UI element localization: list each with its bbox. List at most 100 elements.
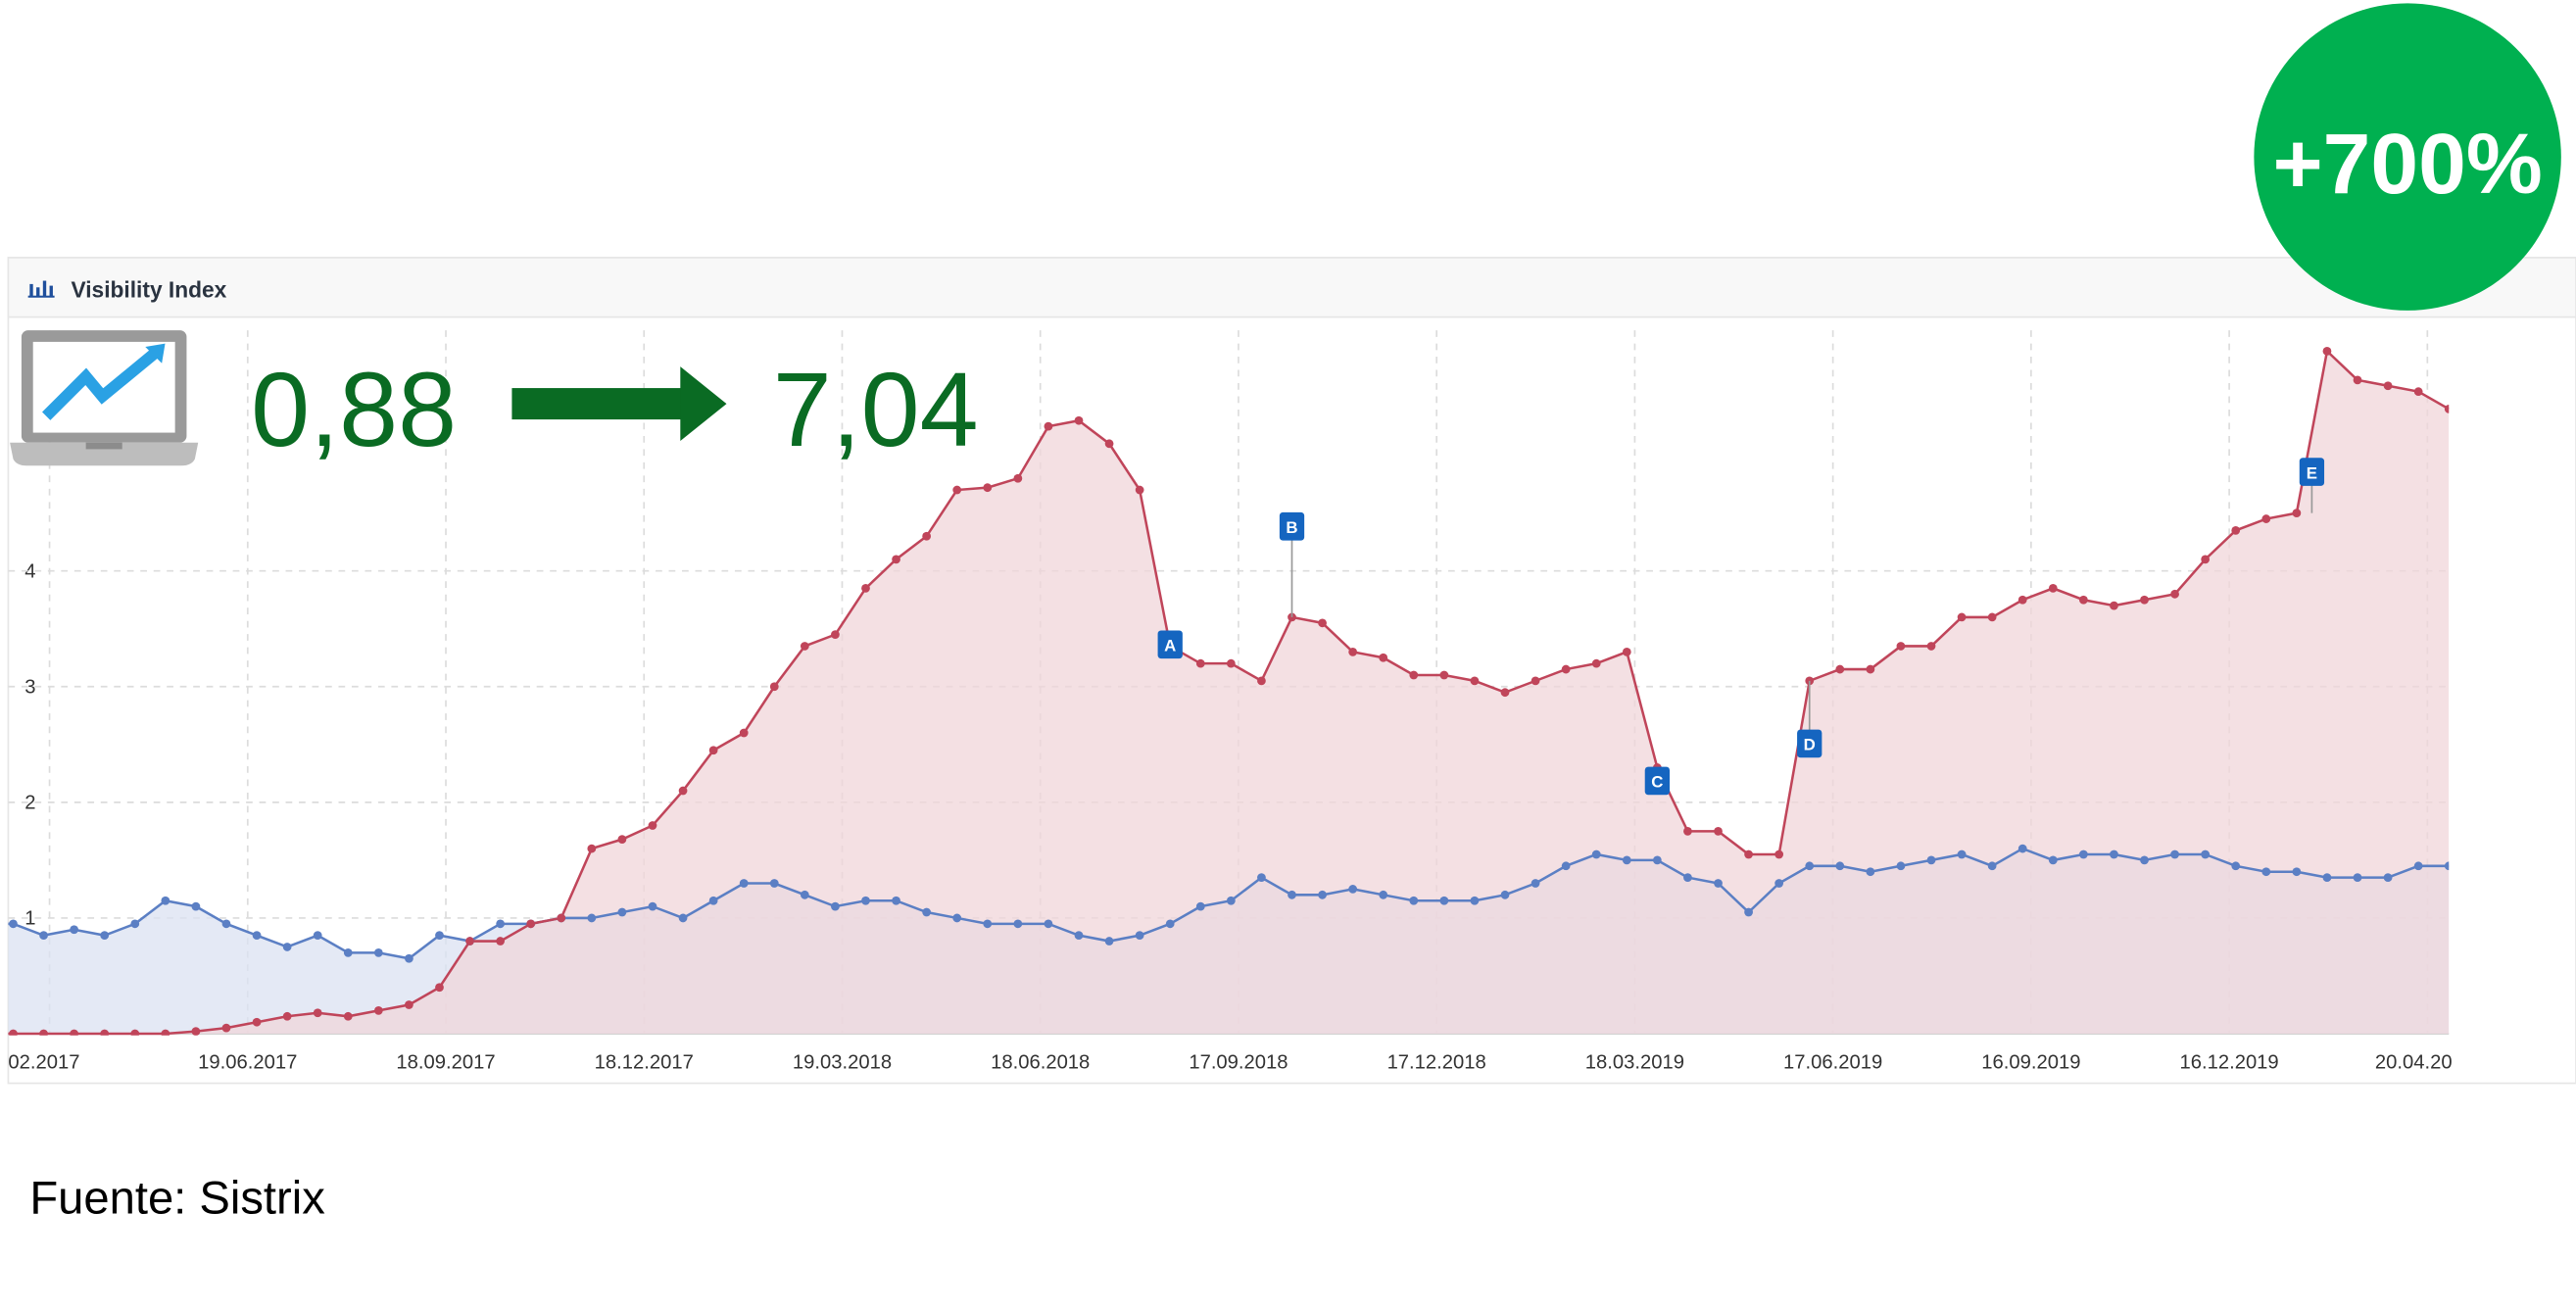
data-point [2140, 855, 2149, 865]
data-point [39, 1029, 48, 1036]
data-point [1257, 873, 1266, 882]
data-point [2353, 375, 2362, 385]
y-tick-label: 1 [24, 908, 35, 930]
data-point [100, 1029, 110, 1036]
data-point [161, 1029, 170, 1036]
data-point [831, 630, 840, 640]
annotation-flag [1279, 511, 1305, 541]
data-point [1896, 642, 1906, 651]
data-point [405, 1000, 413, 1009]
x-tick-label: 19.06.2017 [198, 1051, 297, 1073]
badge [2254, 3, 2561, 311]
data-point [1013, 473, 1023, 483]
data-point [1135, 931, 1144, 941]
data-point [1409, 670, 1419, 680]
annotation-flag [1797, 729, 1823, 758]
data-point [2078, 595, 2088, 605]
data-point [1591, 849, 1601, 859]
data-point [2322, 346, 2332, 356]
data-point [1074, 931, 1084, 941]
data-point [405, 953, 413, 963]
data-point [1622, 647, 1631, 656]
data-point [1379, 653, 1388, 662]
data-point [1348, 885, 1358, 894]
data-point [648, 821, 657, 830]
chart-icon [27, 280, 55, 298]
data-point [678, 913, 688, 923]
chart-title: Visibility Index [71, 276, 226, 302]
data-point [2048, 855, 2058, 865]
data-point [70, 1029, 79, 1036]
data-point [1013, 919, 1023, 929]
data-point [861, 896, 870, 905]
annotation-label: D [1804, 736, 1816, 754]
x-tick-label: 02.2017 [8, 1051, 79, 1073]
x-tick-label: 18.09.2017 [396, 1051, 495, 1073]
data-point [769, 682, 779, 692]
data-point [39, 931, 48, 941]
data-point [2110, 601, 2118, 610]
data-point [1987, 861, 1997, 871]
data-point [1500, 890, 1510, 899]
data-point [831, 901, 840, 911]
data-point [2140, 595, 2149, 605]
data-point [1348, 647, 1358, 656]
data-point [282, 943, 292, 951]
data-point [1470, 676, 1480, 686]
data-point [1135, 485, 1144, 495]
data-point [1195, 658, 1205, 668]
data-point [100, 931, 110, 941]
data-point [1957, 612, 1967, 622]
data-point [1379, 890, 1388, 899]
data-point [70, 925, 79, 935]
data-point [952, 913, 962, 923]
data-point [922, 531, 932, 541]
data-point [1226, 658, 1236, 668]
data-point [2322, 873, 2332, 882]
data-point [282, 1011, 292, 1021]
data-point [373, 947, 383, 957]
data-point [1683, 826, 1692, 836]
data-point [1500, 688, 1510, 698]
data-point [739, 879, 749, 888]
data-point [2231, 861, 2241, 871]
data-point [952, 485, 962, 495]
data-point [2353, 873, 2362, 882]
data-point [1805, 861, 1815, 871]
data-point [1470, 896, 1480, 905]
annotation-label: B [1286, 518, 1297, 537]
data-point [343, 1011, 353, 1021]
data-point [1409, 896, 1419, 905]
data-point [2383, 873, 2393, 882]
data-point [1744, 849, 1753, 859]
data-point [496, 937, 506, 946]
data-point [617, 907, 627, 917]
data-point [2231, 525, 2241, 535]
data-point [557, 913, 566, 923]
data-point [496, 919, 506, 929]
data-point [1288, 890, 1296, 899]
data-point [1257, 676, 1266, 686]
x-tick-label: 17.12.2018 [1387, 1051, 1486, 1073]
data-point [1044, 919, 1053, 929]
data-point [373, 1006, 383, 1015]
source: Fuente: Sistrix [29, 1172, 325, 1224]
data-point [1896, 861, 1906, 871]
data-point [2383, 381, 2393, 391]
x-tick-label: 18.12.2017 [595, 1051, 694, 1073]
data-point [9, 1029, 18, 1036]
data-point [2292, 867, 2302, 877]
data-point [1226, 896, 1236, 905]
data-point [1683, 873, 1692, 882]
data-point [252, 1017, 262, 1027]
data-point [2017, 595, 2027, 605]
data-point [1044, 421, 1053, 431]
series-line [8, 348, 2450, 1036]
data-point [1652, 855, 1662, 865]
data-point [739, 728, 749, 738]
arrow [511, 366, 727, 442]
data-point [526, 919, 536, 929]
data-point [1774, 879, 1784, 888]
data-point [892, 555, 900, 564]
